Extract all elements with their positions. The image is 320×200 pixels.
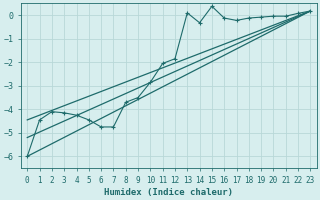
X-axis label: Humidex (Indice chaleur): Humidex (Indice chaleur) — [104, 188, 233, 197]
